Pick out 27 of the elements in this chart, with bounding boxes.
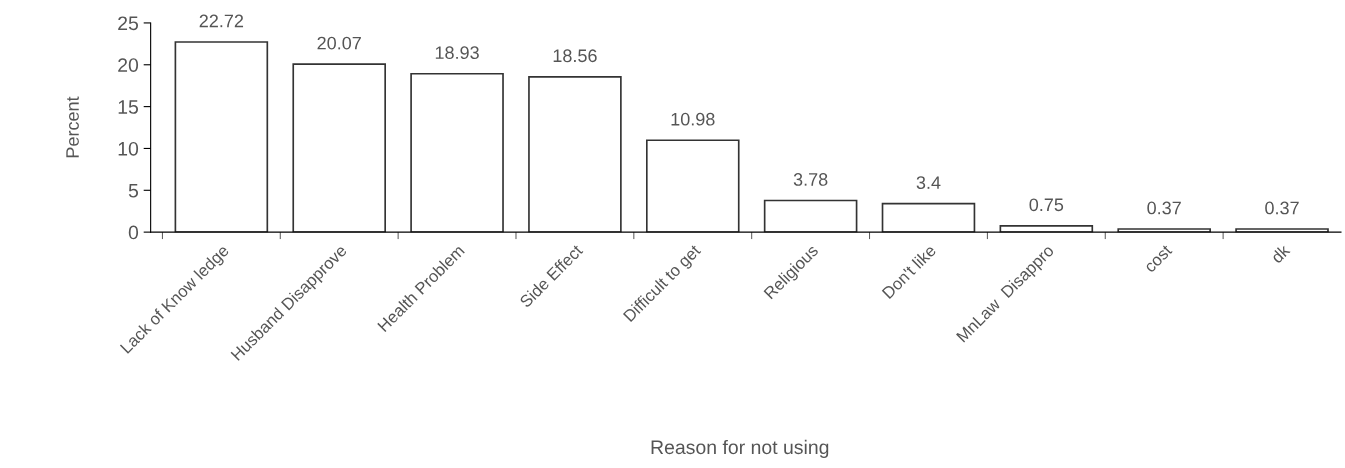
- y-tick-label: 10: [118, 141, 139, 156]
- data-label: 0.37: [1265, 201, 1299, 215]
- data-label: 0.37: [1147, 201, 1181, 215]
- data-label: 22.72: [199, 14, 244, 28]
- bar: [174, 41, 269, 233]
- bar: [410, 72, 504, 233]
- y-axis-title: Percent: [66, 96, 79, 158]
- data-label: 18.93: [435, 46, 479, 60]
- y-tick-label: 25: [118, 16, 139, 31]
- data-label: 3.78: [793, 173, 828, 186]
- data-label: 3.4: [916, 176, 941, 189]
- bar: [763, 199, 858, 233]
- y-tick-label: 0: [128, 225, 139, 240]
- bar: [881, 202, 976, 233]
- data-label: 10.98: [671, 112, 715, 126]
- y-tick-label: 20: [118, 58, 139, 73]
- y-tick-label: 15: [118, 100, 139, 114]
- data-label: 18.56: [553, 49, 597, 63]
- data-label: 0.75: [1029, 198, 1064, 212]
- data-label: 20.07: [317, 36, 361, 50]
- bar: [528, 75, 622, 233]
- x-tick-label: cost: [1143, 244, 1173, 274]
- bar: [645, 139, 740, 233]
- x-tick-label: dk: [1270, 243, 1291, 264]
- y-tick-label: 5: [128, 183, 139, 198]
- x-axis-title: Reason for not using: [651, 439, 829, 458]
- bar: [292, 63, 387, 233]
